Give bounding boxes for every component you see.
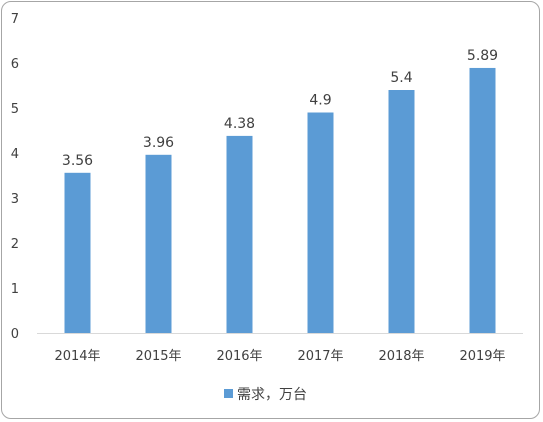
x-axis-ticks: 2014年 2015年 2016年 2017年 2018年 2019年 bbox=[54, 349, 505, 364]
bar bbox=[145, 154, 172, 333]
bar bbox=[307, 112, 334, 333]
y-tick-label: 6 bbox=[11, 57, 19, 72]
x-tick-label: 2017年 bbox=[297, 349, 343, 364]
data-label: 3.96 bbox=[143, 135, 174, 151]
data-label: 4.9 bbox=[309, 93, 331, 109]
y-tick-label: 0 bbox=[11, 327, 19, 342]
bar bbox=[226, 135, 253, 333]
y-tick-label: 7 bbox=[11, 12, 19, 27]
y-tick-label: 2 bbox=[11, 237, 19, 252]
bars bbox=[64, 67, 496, 333]
x-tick-label: 2014年 bbox=[54, 349, 100, 364]
legend-swatch bbox=[224, 389, 233, 398]
data-label: 3.56 bbox=[62, 153, 93, 169]
data-label: 5.89 bbox=[467, 48, 498, 64]
bar bbox=[64, 172, 91, 333]
y-tick-label: 4 bbox=[11, 147, 19, 162]
x-tick-label: 2018年 bbox=[378, 349, 424, 364]
data-labels: 3.56 3.96 4.38 4.9 5.4 5.89 bbox=[62, 48, 498, 169]
bar bbox=[388, 90, 415, 333]
x-tick-label: 2019年 bbox=[459, 349, 505, 364]
x-tick-label: 2016年 bbox=[216, 349, 262, 364]
y-tick-label: 1 bbox=[11, 282, 19, 297]
x-tick-label: 2015年 bbox=[135, 349, 181, 364]
legend: 需求，万台 bbox=[224, 387, 307, 403]
data-label: 4.38 bbox=[224, 116, 255, 132]
y-tick-label: 3 bbox=[11, 192, 19, 207]
data-label: 5.4 bbox=[390, 70, 412, 86]
y-axis-ticks: 0 1 2 3 4 5 6 7 bbox=[11, 12, 19, 342]
bar bbox=[469, 67, 496, 333]
y-tick-label: 5 bbox=[11, 102, 19, 117]
legend-label: 需求，万台 bbox=[237, 387, 307, 403]
